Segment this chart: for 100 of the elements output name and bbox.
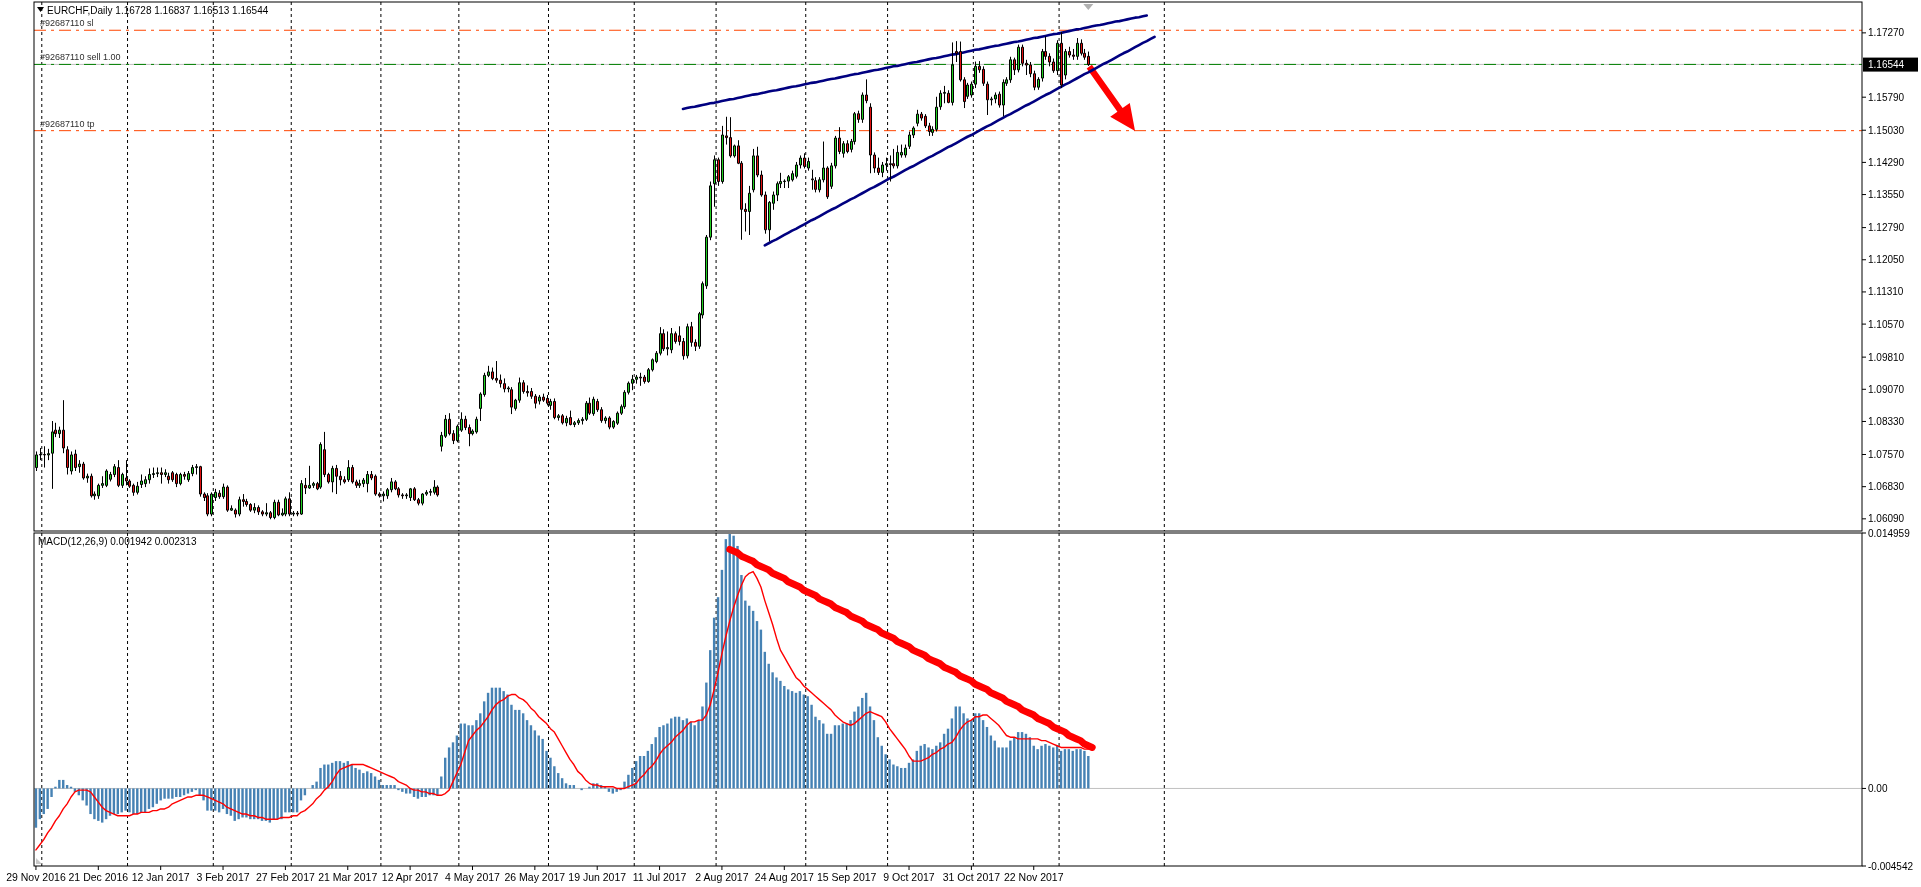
y-tick-label: 1.08330	[1868, 415, 1905, 427]
y-tick-label: -0.004542	[1868, 860, 1914, 872]
chart-title: EURCHF,Daily 1.16728 1.16837 1.16513 1.16544	[47, 5, 269, 16]
candlestick	[273, 499, 276, 520]
candlestick	[592, 396, 595, 417]
bar	[89, 788, 92, 815]
bar	[405, 788, 408, 794]
bar	[97, 788, 100, 821]
candlestick	[561, 413, 564, 425]
bar	[124, 788, 127, 811]
bar	[693, 725, 696, 789]
bar	[272, 788, 275, 820]
candlestick	[70, 450, 73, 475]
bar	[323, 764, 326, 789]
y-tick-label: 1.10570	[1868, 318, 1905, 330]
text: 1.16544	[1868, 59, 1905, 71]
candlestick	[148, 467, 151, 485]
bar	[362, 773, 365, 789]
candlestick	[199, 465, 202, 498]
bar	[241, 788, 244, 818]
candlestick	[277, 499, 280, 517]
candlestick	[358, 479, 361, 489]
candlestick	[90, 473, 93, 499]
x-tick-label: 3 Feb 2017	[196, 871, 250, 883]
bar	[1044, 744, 1047, 789]
y-tick-label: 1.11310	[1868, 286, 1904, 298]
bar	[779, 680, 782, 789]
y-tick-label: 1.06090	[1868, 513, 1905, 525]
y-tick-label: 1.12050	[1868, 254, 1905, 266]
bar	[288, 788, 291, 813]
bar	[662, 725, 665, 789]
candlestick	[542, 393, 545, 403]
bar	[120, 788, 123, 813]
candlestick	[565, 415, 568, 427]
candlestick	[807, 157, 810, 172]
candlestick	[869, 102, 872, 174]
bar	[393, 785, 396, 789]
candlestick	[538, 394, 541, 406]
x-tick-label: 26 May 2017	[504, 871, 566, 883]
candlestick	[811, 169, 814, 191]
bar	[249, 788, 252, 820]
bar	[190, 788, 194, 792]
bar	[354, 767, 357, 789]
candlestick	[1017, 44, 1020, 73]
bar	[541, 738, 544, 789]
line-series	[681, 14, 1149, 111]
bar	[935, 745, 938, 789]
bar	[167, 788, 170, 799]
bar	[280, 788, 283, 820]
candlestick	[982, 65, 985, 87]
candlestick	[43, 445, 46, 469]
x-tick-label: 11 Jul 2017	[632, 871, 687, 883]
x-tick-label: 27 Feb 2017	[255, 871, 316, 883]
ref-line-label: #92687110 tp	[40, 118, 95, 129]
x-tick-label: 2 Aug 2017	[695, 871, 749, 883]
bar	[132, 788, 135, 815]
bar	[436, 788, 439, 796]
y-tick-label: 1.09810	[1868, 351, 1905, 363]
y-tick-label: 0.014959	[1868, 527, 1911, 539]
candlestick	[666, 330, 669, 356]
candlestick	[179, 472, 182, 486]
candlestick	[66, 445, 69, 475]
bar	[206, 788, 209, 811]
candlestick	[62, 399, 65, 454]
candlestick	[409, 487, 412, 502]
bar	[463, 723, 466, 789]
candlestick	[238, 496, 241, 517]
y-tick-label: 1.09070	[1868, 383, 1905, 395]
bar	[732, 535, 735, 789]
candlestick	[265, 502, 268, 517]
candlestick	[51, 420, 54, 490]
candlestick	[986, 81, 989, 116]
x-tick-label: 12 Apr 2017	[381, 871, 439, 883]
bar	[163, 788, 166, 799]
chart-title: MACD(12,26,9) 0.001942 0.002313	[38, 536, 197, 547]
candlestick	[1076, 37, 1079, 61]
bar	[1009, 740, 1012, 789]
candlestick	[117, 459, 120, 488]
candlestick	[160, 467, 163, 485]
candlestick	[257, 504, 260, 516]
candlestick	[939, 89, 942, 111]
bar	[467, 725, 470, 789]
bar	[927, 747, 930, 789]
bar	[806, 696, 809, 789]
candlestick	[284, 496, 287, 517]
y-tick-label: 1.15030	[1868, 124, 1905, 136]
candlestick	[881, 161, 884, 178]
candlestick	[686, 323, 689, 359]
candlestick	[331, 465, 334, 493]
bar	[1001, 747, 1004, 789]
candlestick	[503, 377, 506, 393]
ref-line-label: #92687110 sell 1.00	[40, 52, 121, 63]
bar	[958, 706, 961, 789]
candlestick	[249, 502, 252, 513]
candlestick	[347, 459, 350, 483]
bar	[319, 767, 322, 789]
candlestick	[1080, 38, 1083, 56]
x-tick-label: 4 May 2017	[445, 871, 501, 883]
bar	[1075, 749, 1078, 789]
candlestick	[413, 486, 416, 502]
